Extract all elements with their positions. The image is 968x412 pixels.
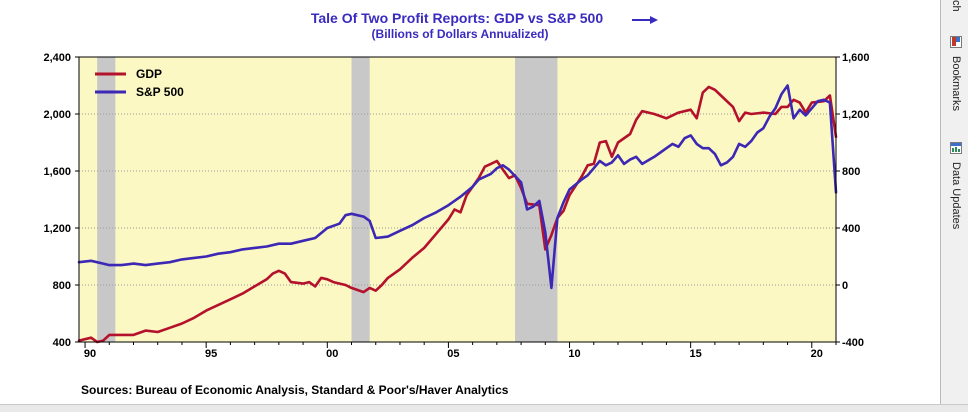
series-line-sp500 [77,84,838,290]
left-axis-tick-label: 2,000 [43,109,71,121]
x-axis-tick-label: 10 [568,348,580,360]
recession-band-0 [97,57,116,342]
chart-area: Tale Of Two Profit Reports: GDP vs S&P 5… [43,10,869,397]
title-arrow-icon [632,16,658,24]
right-axis-tick-label: -400 [842,337,864,349]
recession-band-2 [515,57,558,342]
side-tab-label: Data Updates [950,162,962,230]
series-lines [77,84,838,344]
source-note: Sources: Bureau of Economic Analysis, St… [81,383,509,397]
right-axis-tick-label: 0 [842,280,848,292]
left-axis-tick-label: 400 [53,337,71,349]
bookmark-icon [950,36,962,48]
x-axis-tick-label: 20 [811,348,823,360]
right-axis-tick-label: 1,200 [842,109,870,121]
recession-bands [97,57,558,342]
x-axis-tick-label: 00 [326,348,338,360]
side-panel: ch Bookmarks Data Updates [940,0,968,404]
left-axis-tick-label: 1,200 [43,223,71,235]
side-tab-search[interactable]: ch [941,0,968,30]
legend-label-sp500: S&P 500 [136,85,184,99]
left-axis-tick-label: 800 [53,280,71,292]
recession-band-1 [351,57,370,342]
chart-subtitle: (Billions of Dollars Annualized) [372,27,549,41]
data-updates-icon [950,142,962,154]
x-axis-tick-label: 95 [205,348,217,360]
right-axis-tick-label: 800 [842,166,860,178]
side-tab-bookmarks[interactable]: Bookmarks [941,32,968,122]
chart: Tale Of Two Profit Reports: GDP vs S&P 5… [43,10,869,397]
left-axis-tick-label: 1,600 [43,166,71,178]
side-tab-label: Bookmarks [950,56,962,112]
side-tab-label: ch [950,0,962,12]
x-axis-tick-label: 90 [84,348,96,360]
horizontal-scrollbar[interactable] [0,404,968,412]
axes: 400 800 1,200 1,600 2,000 2,400 -400 0 400 800 1,2… [43,52,869,360]
left-axis-tick-label: 2,400 [43,52,71,64]
legend-label-gdp: GDP [136,67,162,81]
chart-title: Tale Of Two Profit Reports: GDP vs S&P 5… [311,10,603,26]
right-axis-tick-label: 400 [842,223,860,235]
x-axis-tick-label: 15 [690,348,702,360]
side-tab-data-updates[interactable]: Data Updates [941,138,968,248]
right-axis-tick-label: 1,600 [842,52,870,64]
legend: GDP S&P 500 [95,67,184,99]
series-line-gdp [77,85,838,344]
x-axis-tick-label: 05 [447,348,459,360]
gridlines [79,113,836,286]
